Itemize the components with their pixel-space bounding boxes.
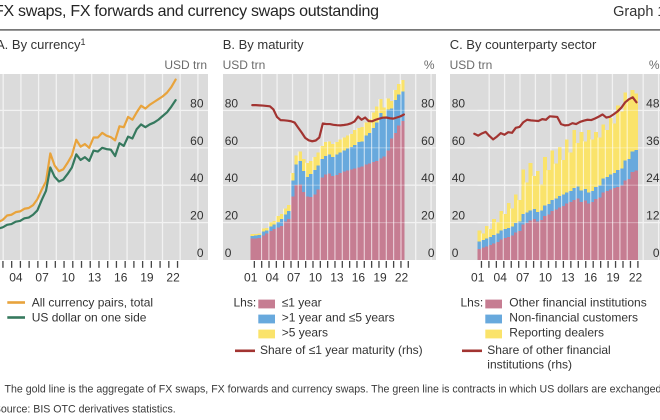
svg-text:C. By counterparty sector: C. By counterparty sector xyxy=(450,37,597,52)
svg-text:60: 60 xyxy=(190,134,204,148)
svg-text:20: 20 xyxy=(421,209,435,223)
svg-text:80: 80 xyxy=(452,96,466,110)
svg-text:01: 01 xyxy=(471,271,485,285)
svg-text:22: 22 xyxy=(166,271,180,285)
svg-text:13: 13 xyxy=(88,271,102,285)
svg-text:04: 04 xyxy=(9,271,23,285)
svg-text:>1 year and ≤5 years: >1 year and ≤5 years xyxy=(282,310,395,324)
svg-text:60: 60 xyxy=(225,134,239,148)
svg-text:80: 80 xyxy=(190,96,204,110)
svg-text:16: 16 xyxy=(114,271,128,285)
svg-text:22: 22 xyxy=(395,271,409,285)
svg-text:40: 40 xyxy=(190,171,204,185)
svg-text:USD trn: USD trn xyxy=(164,58,207,72)
svg-text:0: 0 xyxy=(197,246,204,260)
svg-text:Share of other financial: Share of other financial xyxy=(487,343,610,357)
svg-text:>5 years: >5 years xyxy=(282,325,328,339)
svg-text:19: 19 xyxy=(140,271,154,285)
svg-text:40: 40 xyxy=(452,171,466,185)
svg-text:36: 36 xyxy=(646,134,660,148)
svg-text:USD trn: USD trn xyxy=(450,58,493,72)
svg-text:The gold line is the aggregate: The gold line is the aggregate of FX swa… xyxy=(5,384,660,396)
svg-text:80: 80 xyxy=(225,96,239,110)
svg-text:60: 60 xyxy=(452,134,466,148)
svg-text:80: 80 xyxy=(421,96,435,110)
svg-text:16: 16 xyxy=(352,271,366,285)
svg-text:0: 0 xyxy=(428,246,435,260)
svg-text:Source: BIS OTC derivatives st: Source: BIS OTC derivatives statistics. xyxy=(0,404,176,416)
svg-text:20: 20 xyxy=(225,209,239,223)
svg-text:22: 22 xyxy=(629,271,643,285)
svg-text:01: 01 xyxy=(244,271,258,285)
svg-text:04: 04 xyxy=(494,271,508,285)
svg-text:24: 24 xyxy=(646,171,660,185)
svg-text:07: 07 xyxy=(35,271,49,285)
svg-text:0: 0 xyxy=(452,246,459,260)
svg-text:13: 13 xyxy=(561,271,575,285)
svg-text:40: 40 xyxy=(421,171,435,185)
svg-text:07: 07 xyxy=(516,271,530,285)
svg-text:10: 10 xyxy=(62,271,76,285)
svg-text:48: 48 xyxy=(646,96,660,110)
svg-text:USD trn: USD trn xyxy=(223,58,266,72)
svg-text:Reporting dealers: Reporting dealers xyxy=(509,325,604,339)
svg-text:04: 04 xyxy=(266,271,280,285)
svg-text:07: 07 xyxy=(287,271,301,285)
svg-text:All currency pairs, total: All currency pairs, total xyxy=(32,295,153,309)
svg-text:%: % xyxy=(649,58,660,72)
svg-text:19: 19 xyxy=(373,271,387,285)
svg-text:FX swaps, FX forwards and curr: FX swaps, FX forwards and currency swaps… xyxy=(0,3,379,20)
svg-text:≤1 year: ≤1 year xyxy=(282,295,322,309)
svg-text:US dollar on one side: US dollar on one side xyxy=(32,310,147,324)
svg-text:A. By currency1: A. By currency1 xyxy=(0,37,86,52)
svg-text:%: % xyxy=(424,58,435,72)
svg-text:0: 0 xyxy=(653,246,660,260)
svg-text:10: 10 xyxy=(309,271,323,285)
svg-text:10: 10 xyxy=(539,271,553,285)
svg-text:20: 20 xyxy=(452,209,466,223)
svg-text:B. By maturity: B. By maturity xyxy=(223,37,304,52)
svg-text:Non-financial customers: Non-financial customers xyxy=(509,310,638,324)
svg-text:Graph 1: Graph 1 xyxy=(613,4,660,20)
svg-text:Lhs:: Lhs: xyxy=(234,295,257,309)
svg-text:16: 16 xyxy=(584,271,598,285)
svg-text:Share of ≤1 year maturity (rhs: Share of ≤1 year maturity (rhs) xyxy=(260,343,423,357)
svg-text:12: 12 xyxy=(646,209,660,223)
svg-text:0: 0 xyxy=(225,246,232,260)
svg-text:13: 13 xyxy=(330,271,344,285)
svg-text:institutions (rhs): institutions (rhs) xyxy=(487,358,572,372)
svg-text:40: 40 xyxy=(225,171,239,185)
svg-text:Lhs:: Lhs: xyxy=(461,295,484,309)
svg-text:60: 60 xyxy=(421,134,435,148)
svg-text:19: 19 xyxy=(606,271,620,285)
svg-text:20: 20 xyxy=(190,209,204,223)
svg-text:Other financial institutions: Other financial institutions xyxy=(509,295,646,309)
